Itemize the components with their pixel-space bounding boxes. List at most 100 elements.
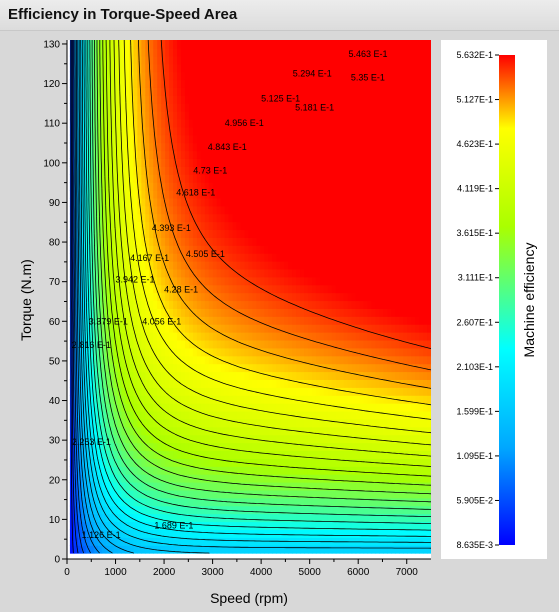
heatmap-cell <box>268 458 273 467</box>
heatmap-cell <box>149 403 154 412</box>
heatmap-cell <box>272 95 277 104</box>
heatmap-cell <box>173 292 178 302</box>
heatmap-cell <box>236 355 242 365</box>
heatmap-cell <box>204 55 210 65</box>
heatmap-cell <box>208 387 214 396</box>
heatmap-cell <box>145 497 150 507</box>
heatmap-cell <box>264 47 269 57</box>
heatmap-cell <box>113 63 119 73</box>
heatmap-cell <box>77 308 83 317</box>
heatmap-cell <box>363 103 369 112</box>
heatmap-cell <box>300 308 305 317</box>
heatmap-cell <box>335 71 341 81</box>
heatmap-cell <box>323 474 329 483</box>
heatmap-cell <box>367 103 373 112</box>
heatmap-cell <box>149 450 154 459</box>
heatmap-cell <box>121 363 127 373</box>
heatmap-cell <box>153 87 158 96</box>
heatmap-cell <box>196 537 202 546</box>
heatmap-cell <box>335 166 341 175</box>
heatmap-cell <box>105 395 111 404</box>
heatmap-cell <box>129 458 134 467</box>
heatmap-cell <box>77 418 83 428</box>
heatmap-cell <box>256 466 261 475</box>
heatmap-cell <box>284 497 289 507</box>
heatmap-cell <box>121 466 127 475</box>
heatmap-cell <box>236 150 242 159</box>
heatmap-cell <box>161 324 166 333</box>
heatmap-cell <box>125 339 131 349</box>
heatmap-cell <box>292 47 297 57</box>
heatmap-cell <box>355 347 361 357</box>
heatmap-cell <box>315 458 321 467</box>
heatmap-cell <box>327 87 333 96</box>
heatmap-cell <box>117 292 123 302</box>
heatmap-cell <box>133 197 138 207</box>
heatmap-cell <box>85 166 91 175</box>
heatmap-cell <box>351 150 357 159</box>
heatmap-cell <box>153 482 158 491</box>
heatmap-cell <box>367 166 373 175</box>
heatmap-cell <box>133 458 138 467</box>
heatmap-cell <box>177 529 182 538</box>
heatmap-cell <box>220 213 226 223</box>
heatmap-cell <box>323 332 329 341</box>
heatmap-cell <box>216 276 222 286</box>
heatmap-cell <box>367 505 373 515</box>
heatmap-cell <box>97 387 103 396</box>
heatmap-cell <box>371 379 377 388</box>
heatmap-cell <box>276 189 281 199</box>
heatmap-cell <box>339 182 345 191</box>
heatmap-cell <box>173 529 178 538</box>
heatmap-cell <box>232 395 238 404</box>
heatmap-cell <box>204 458 210 467</box>
heatmap-cell <box>248 363 254 373</box>
heatmap-cell <box>200 205 206 215</box>
heatmap-cell <box>224 474 230 483</box>
heatmap-cell <box>363 308 369 317</box>
heatmap-cell <box>212 458 218 467</box>
heatmap-cell <box>141 150 146 159</box>
heatmap-cell <box>304 442 309 452</box>
heatmap-cell <box>260 324 265 333</box>
heatmap-cell <box>363 174 369 183</box>
heatmap-cell <box>272 521 277 530</box>
heatmap-cell <box>296 87 301 96</box>
chart-title: Efficiency in Torque-Speed Area <box>8 6 238 23</box>
heatmap-cell <box>89 545 95 554</box>
heatmap-cell <box>220 174 226 183</box>
heatmap-cell <box>331 158 337 167</box>
heatmap-cell <box>307 245 313 254</box>
heatmap-cell <box>169 482 174 491</box>
heatmap-cell <box>284 166 289 175</box>
heatmap-cell <box>343 395 349 404</box>
heatmap-cell <box>117 182 123 191</box>
heatmap-cell <box>77 403 83 412</box>
heatmap-cell <box>196 466 202 475</box>
heatmap-cell <box>284 387 289 396</box>
heatmap-cell <box>288 371 293 380</box>
heatmap-cell <box>296 205 301 215</box>
heatmap-cell <box>125 466 131 475</box>
heatmap-cell <box>244 545 250 554</box>
heatmap-cell <box>161 134 166 144</box>
heatmap-cell <box>252 347 258 357</box>
heatmap-cell <box>272 395 277 404</box>
heatmap-cell <box>292 118 297 128</box>
heatmap-cell <box>367 355 373 365</box>
heatmap-cell <box>188 426 194 436</box>
heatmap-cell <box>196 363 202 373</box>
heatmap-cell <box>323 324 329 333</box>
heatmap-cell <box>109 434 115 444</box>
heatmap-cell <box>284 300 289 309</box>
heatmap-cell <box>359 418 365 428</box>
heatmap-cell <box>173 403 178 412</box>
heatmap-cell <box>133 379 138 388</box>
heatmap-cell <box>133 537 138 546</box>
heatmap-cell <box>331 95 337 104</box>
heatmap-cell <box>204 489 210 499</box>
heatmap-cell <box>244 276 250 286</box>
heatmap-cell <box>105 118 111 128</box>
heatmap-cell <box>347 134 353 144</box>
heatmap-cell <box>240 521 246 530</box>
